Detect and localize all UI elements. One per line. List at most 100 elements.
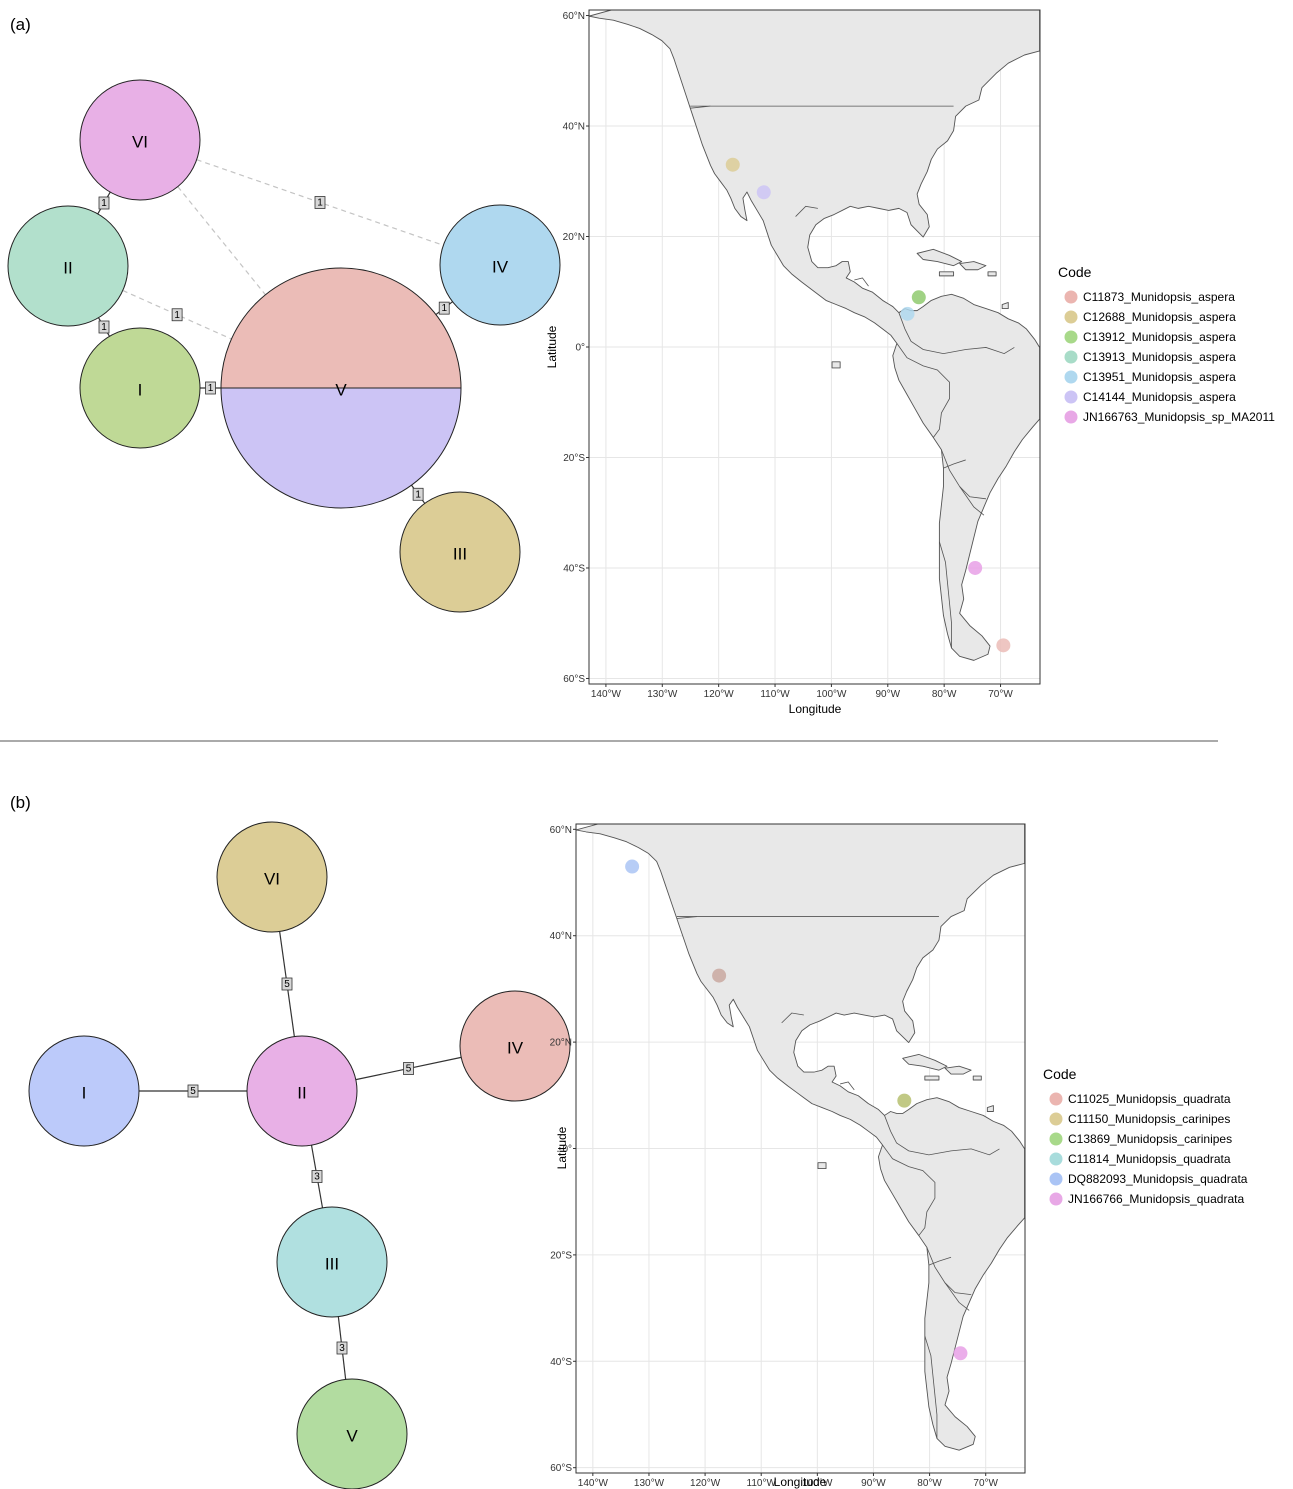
- x-tick-label: 110°W: [760, 689, 790, 700]
- haplotype-node-i: I: [79, 327, 201, 449]
- y-tick-label: 60°S: [563, 674, 585, 685]
- map-landmass: [576, 824, 1025, 1451]
- x-tick-label: 140°W: [591, 689, 622, 700]
- legend-swatch: [1049, 1172, 1063, 1186]
- x-tick-label: 120°W: [690, 1478, 721, 1489]
- legend-label: JN166766_Munidopsis_quadrata: [1068, 1192, 1244, 1206]
- haplotype-node-vi: VI: [216, 821, 328, 933]
- edge-vi-v: [177, 186, 266, 296]
- legend-label: C11150_Munidopsis_carinipes: [1068, 1112, 1230, 1126]
- node-circle: [399, 491, 521, 613]
- legend-entry-jn166766-munidopsis-quadrata: JN166766_Munidopsis_quadrata: [1049, 1192, 1244, 1206]
- step-label-ii-iv: 5: [403, 1062, 414, 1075]
- country-border: [939, 541, 952, 649]
- legend-label: C11873_Munidopsis_aspera: [1083, 290, 1235, 304]
- x-tick-label: 80°W: [932, 689, 957, 700]
- legend-swatch: [1064, 370, 1078, 384]
- legend-swatch: [1064, 290, 1078, 304]
- panel-label-a: (a): [10, 15, 31, 34]
- americas-landmass: [589, 10, 1040, 661]
- y-tick-label: 60°N: [563, 11, 585, 22]
- map-points: [725, 157, 1011, 653]
- island: [831, 361, 841, 369]
- sample-point-1: [725, 157, 740, 172]
- node-label: II: [297, 1084, 306, 1103]
- step-label-iii-v: 3: [336, 1341, 348, 1355]
- edge-ii-v: [122, 289, 232, 340]
- map-legend: Code C11025_Munidopsis_quadrata C11150_Mu…: [1043, 1066, 1248, 1206]
- country-border: [959, 486, 985, 516]
- node-circle: [216, 821, 328, 933]
- y-tick-label: 20°N: [563, 232, 585, 243]
- haplotype-node-v: V: [220, 267, 462, 509]
- legend-entry-c11814-munidopsis-quadrata: C11814_Munidopsis_quadrata: [1049, 1152, 1231, 1166]
- x-axis-title: Longitude: [774, 1475, 827, 1489]
- node-slice: [221, 268, 461, 388]
- node-label: IV: [492, 258, 509, 277]
- step-value: 5: [190, 1086, 196, 1097]
- node-circle: [79, 327, 201, 449]
- legend-title: Code: [1043, 1066, 1077, 1082]
- node-label: II: [63, 259, 72, 278]
- node-label: V: [335, 381, 347, 400]
- island: [938, 271, 955, 277]
- step-value: 5: [406, 1064, 412, 1075]
- mutation-step-labels: 1 1 1 1 1 1 1: [98, 196, 450, 501]
- legend-entry-c13912-munidopsis-aspera: C13912_Munidopsis_aspera: [1064, 330, 1236, 344]
- legend-swatch: [1049, 1132, 1063, 1146]
- node-label: I: [82, 1084, 87, 1103]
- legend-entry-jn166763-munidopsis-sp-ma2011: JN166763_Munidopsis_sp_MA2011: [1064, 410, 1275, 424]
- sample-point-3: [911, 290, 926, 305]
- legend-label: C12688_Munidopsis_aspera: [1083, 310, 1236, 324]
- node-label: IV: [507, 1039, 524, 1058]
- legend-entry-c12688-munidopsis-aspera: C12688_Munidopsis_aspera: [1064, 310, 1236, 324]
- x-tick-label: 130°W: [634, 1478, 665, 1489]
- x-axis-title: Longitude: [789, 702, 842, 716]
- legend-swatch: [1064, 330, 1078, 344]
- island: [1001, 302, 1009, 310]
- step-value: 1: [101, 322, 107, 333]
- map-panel-a: 140°W 130°W 120°W 110°W 100°W 90°W 80°W 70°W 60…: [545, 9, 1275, 716]
- step-label-vi-iv: 1: [314, 196, 326, 209]
- haplotype-node-i: I: [28, 1035, 140, 1147]
- legend-label: C11025_Munidopsis_quadrata: [1068, 1092, 1231, 1106]
- legend-swatch: [1049, 1092, 1063, 1106]
- sample-point-4: [953, 1346, 968, 1361]
- x-tick-label: 120°W: [704, 689, 735, 700]
- step-value: 1: [441, 303, 447, 314]
- x-tick-label: 90°W: [861, 1478, 886, 1489]
- legend-label: C13951_Munidopsis_aspera: [1083, 370, 1236, 384]
- legend-entry-c11025-munidopsis-quadrata: C11025_Munidopsis_quadrata: [1049, 1092, 1231, 1106]
- country-border: [840, 1081, 855, 1091]
- y-tick-label: 60°S: [550, 1463, 572, 1474]
- step-box: [403, 1062, 414, 1075]
- network-edges: [139, 931, 462, 1380]
- y-tick-label: 40°S: [550, 1357, 572, 1368]
- country-border: [928, 1256, 952, 1266]
- step-value: 1: [415, 489, 421, 500]
- step-box: [314, 196, 326, 209]
- legend-entry-c14144-munidopsis-aspera: C14144_Munidopsis_aspera: [1064, 390, 1236, 404]
- x-tick-labels: 140°W 130°W 120°W 110°W 100°W 90°W 80°W 70°W: [591, 684, 1013, 700]
- step-value: 5: [284, 979, 290, 990]
- step-box: [171, 308, 183, 322]
- legend-swatch: [1049, 1112, 1063, 1126]
- island: [902, 1053, 948, 1071]
- step-label-v-iii: 1: [412, 487, 424, 501]
- node-circle: [79, 79, 201, 201]
- x-tick-label: 80°W: [917, 1478, 942, 1489]
- country-border: [690, 105, 711, 109]
- step-value: 1: [208, 383, 214, 394]
- step-label-ii-i: 1: [98, 320, 110, 334]
- x-tick-labels: 140°W 130°W 120°W 110°W 100°W 90°W 80°W 70°W: [578, 1473, 999, 1489]
- x-tick-label: 70°W: [988, 689, 1013, 700]
- sample-point-5: [968, 560, 983, 575]
- step-value: 1: [317, 198, 323, 209]
- step-box: [187, 1084, 199, 1098]
- node-slice: [221, 388, 461, 508]
- legend-swatch: [1064, 350, 1078, 364]
